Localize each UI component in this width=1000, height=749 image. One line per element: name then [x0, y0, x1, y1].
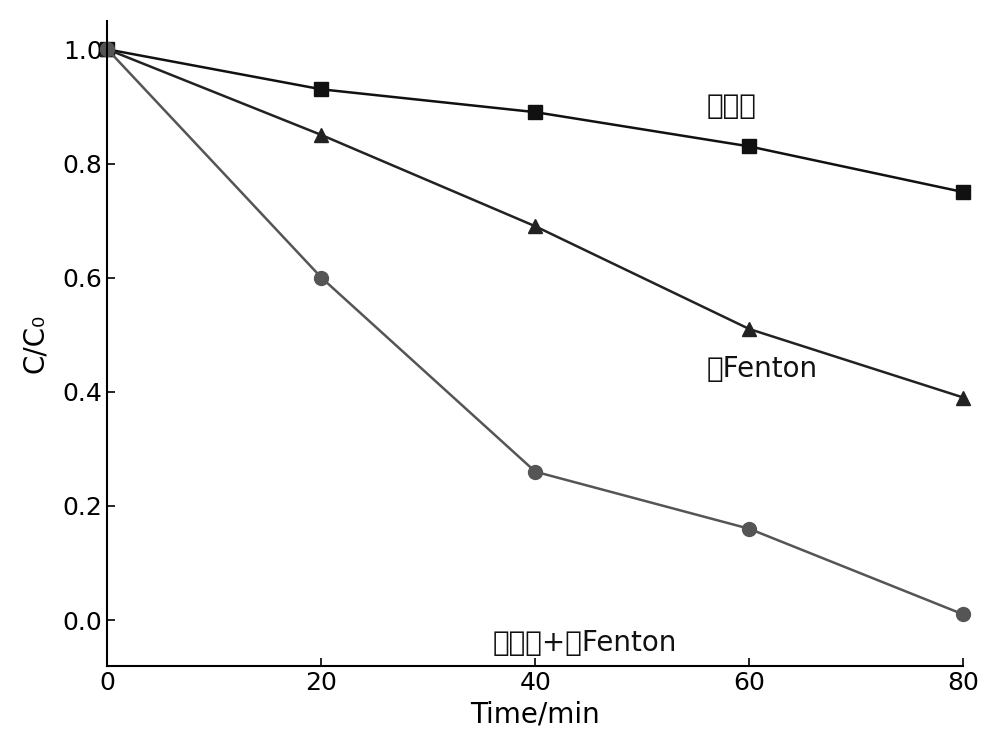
Y-axis label: C/C₀: C/C₀: [21, 314, 49, 373]
Text: 电Fenton: 电Fenton: [706, 355, 818, 383]
Text: 紫外光: 紫外光: [706, 92, 756, 121]
X-axis label: Time/min: Time/min: [470, 700, 600, 728]
Text: 紫外光+电Fenton: 紫外光+电Fenton: [493, 629, 677, 657]
